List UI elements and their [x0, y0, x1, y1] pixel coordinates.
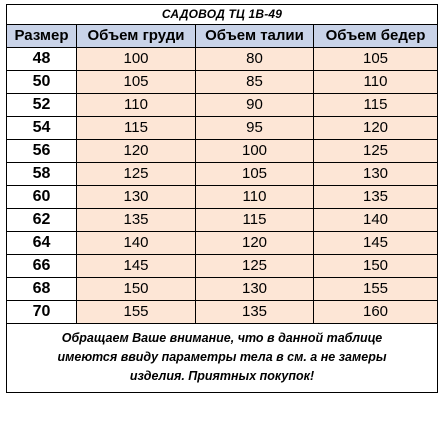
table-row: 58 125 105 130 [6, 162, 439, 186]
cell-waist: 105 [195, 162, 314, 186]
table-row: 52 110 90 115 [6, 93, 439, 117]
cell-size: 56 [6, 139, 77, 163]
cell-hips: 115 [312, 93, 439, 117]
cell-hips: 140 [312, 208, 439, 232]
table-row: 48 100 80 105 [6, 47, 439, 71]
table-row: 66 145 125 150 [6, 254, 439, 278]
note-text: Обращаем Ваше внимание, что в данной таб… [5, 323, 439, 393]
cell-chest: 115 [76, 116, 196, 140]
cell-size: 64 [6, 231, 77, 255]
size-table: САДОВОД ТЦ 1В-49 Размер Объем груди Объе… [5, 4, 439, 393]
cell-size: 68 [6, 277, 77, 301]
cell-size: 50 [6, 70, 77, 94]
cell-waist: 125 [195, 254, 314, 278]
cell-waist: 80 [195, 47, 314, 71]
table-row: 62 135 115 140 [6, 208, 439, 232]
table-row: 70 155 135 160 [6, 300, 439, 324]
cell-waist: 85 [195, 70, 314, 94]
cell-hips: 110 [312, 70, 439, 94]
table-row: 60 130 110 135 [6, 185, 439, 209]
cell-size: 52 [6, 93, 77, 117]
header-row: Размер Объем груди Объем талии Объем бед… [6, 24, 439, 48]
cell-chest: 110 [76, 93, 196, 117]
cell-chest: 150 [76, 277, 196, 301]
cell-hips: 105 [312, 47, 439, 71]
cell-size: 60 [6, 185, 77, 209]
note-line-3: изделия. Приятных покупок! [129, 369, 315, 383]
cell-chest: 135 [76, 208, 196, 232]
header-chest: Объем груди [76, 24, 196, 48]
note-line-2: имеются ввиду параметры тела в см. а не … [57, 350, 387, 364]
cell-waist: 95 [195, 116, 314, 140]
table-row: 56 120 100 125 [6, 139, 439, 163]
cell-chest: 105 [76, 70, 196, 94]
cell-hips: 130 [312, 162, 439, 186]
table-row: 54 115 95 120 [6, 116, 439, 140]
cell-waist: 120 [195, 231, 314, 255]
cell-chest: 140 [76, 231, 196, 255]
note-line-1: Обращаем Ваше внимание, что в данной таб… [61, 331, 383, 345]
header-waist: Объем талии [195, 24, 314, 48]
cell-size: 62 [6, 208, 77, 232]
table-row: 50 105 85 110 [6, 70, 439, 94]
cell-waist: 130 [195, 277, 314, 301]
cell-size: 54 [6, 116, 77, 140]
cell-size: 70 [6, 300, 77, 324]
cell-hips: 160 [312, 300, 439, 324]
title-row: САДОВОД ТЦ 1В-49 [5, 4, 439, 25]
cell-hips: 155 [312, 277, 439, 301]
cell-waist: 90 [195, 93, 314, 117]
cell-hips: 135 [312, 185, 439, 209]
cell-waist: 100 [195, 139, 314, 163]
cell-chest: 125 [76, 162, 196, 186]
table-row: 68 150 130 155 [6, 277, 439, 301]
cell-hips: 150 [312, 254, 439, 278]
cell-hips: 125 [312, 139, 439, 163]
cell-hips: 120 [312, 116, 439, 140]
header-hips: Объем бедер [312, 24, 439, 48]
header-size: Размер [6, 24, 77, 48]
cell-chest: 130 [76, 185, 196, 209]
cell-waist: 135 [195, 300, 314, 324]
table-row: 64 140 120 145 [6, 231, 439, 255]
cell-waist: 110 [195, 185, 314, 209]
table-title: САДОВОД ТЦ 1В-49 [5, 4, 439, 25]
cell-chest: 100 [76, 47, 196, 71]
note-row: Обращаем Ваше внимание, что в данной таб… [5, 323, 439, 393]
cell-waist: 115 [195, 208, 314, 232]
size-chart-sheet: САДОВОД ТЦ 1В-49 Размер Объем груди Объе… [5, 4, 439, 393]
cell-chest: 145 [76, 254, 196, 278]
cell-size: 66 [6, 254, 77, 278]
cell-size: 48 [6, 47, 77, 71]
cell-hips: 145 [312, 231, 439, 255]
cell-size: 58 [6, 162, 77, 186]
cell-chest: 155 [76, 300, 196, 324]
cell-chest: 120 [76, 139, 196, 163]
